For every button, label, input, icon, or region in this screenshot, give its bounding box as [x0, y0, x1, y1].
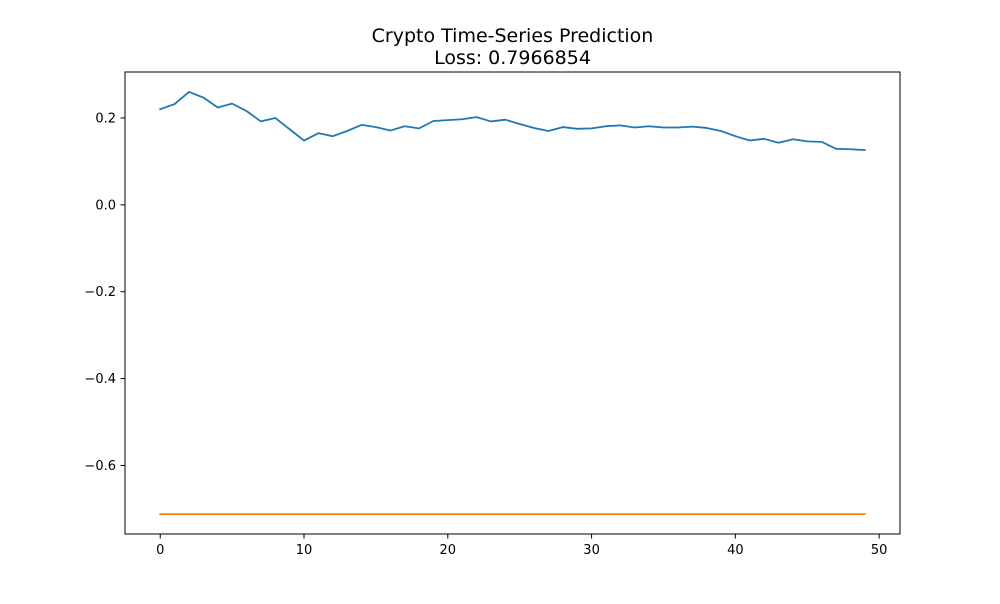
y-tick-label: −0.6 [84, 459, 116, 474]
chart-subtitle: Loss: 0.7966854 [434, 47, 591, 69]
x-tick-label: 0 [156, 543, 164, 558]
y-tick-label: −0.2 [84, 285, 116, 300]
y-tick-label: 0.2 [95, 111, 116, 126]
x-tick-label: 10 [296, 543, 313, 558]
y-tick-label: 0.0 [95, 198, 116, 213]
series-line-1 [159, 90, 866, 152]
axes-frame [124, 71, 901, 535]
y-tick-label: −0.4 [84, 372, 116, 387]
x-tick-label: 40 [727, 543, 744, 558]
plot-area: 0 10 20 30 40 50 0.2 0.0 −0.2 −0.4 −0.6 [84, 71, 901, 558]
x-tick-label: 30 [583, 543, 600, 558]
x-tick-label: 20 [440, 543, 457, 558]
chart-title: Crypto Time-Series Prediction [372, 25, 654, 47]
x-tick-label: 50 [871, 543, 888, 558]
